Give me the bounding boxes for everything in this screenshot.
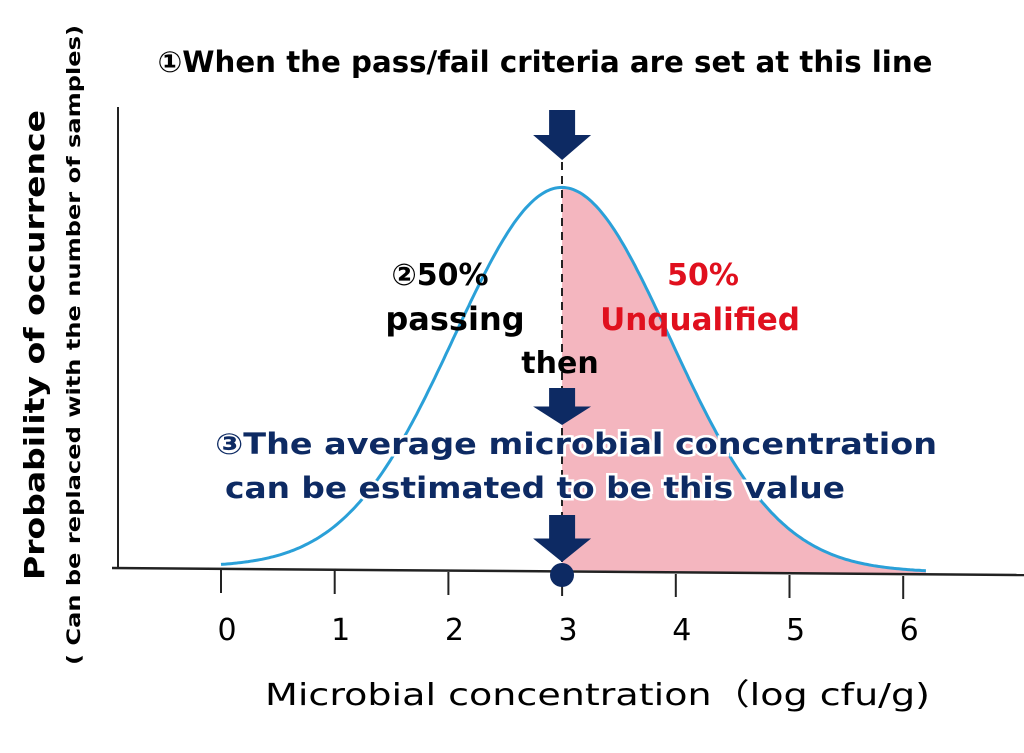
y-axis-label: Probability of occurrence xyxy=(18,110,51,580)
passing-percent: ②50% xyxy=(391,258,488,293)
x-tick-label: 1 xyxy=(331,613,350,648)
distribution-curve xyxy=(220,185,926,573)
top-arrow-icon xyxy=(533,110,592,160)
middle-arrow-icon xyxy=(533,388,592,425)
mean-marker-dot xyxy=(550,563,574,587)
x-tick-label: 2 xyxy=(445,613,464,648)
unqualified-area xyxy=(562,187,926,574)
estimate-line-1: ③The average microbial concentration xyxy=(215,427,937,461)
x-tick-label: 6 xyxy=(900,613,919,648)
x-tick-label: 4 xyxy=(672,613,691,648)
bottom-arrow-icon xyxy=(533,515,592,562)
estimate-line-2: can be estimated to be this value xyxy=(225,471,845,505)
x-axis-label: Microbial concentration（log cfu/g) xyxy=(265,678,930,713)
x-tick-label: 5 xyxy=(786,613,805,648)
passing-label: passing xyxy=(385,300,524,338)
y-axis-sublabel: ( Can be replaced with the number of sam… xyxy=(63,25,85,665)
x-tick-label: 0 xyxy=(217,613,236,648)
fail-label: Unqualified xyxy=(600,302,800,338)
fail-percent: 50% xyxy=(667,258,739,293)
x-tick-label: 3 xyxy=(559,613,578,648)
then-label: then xyxy=(521,346,598,381)
title: ①When the pass/fail criteria are set at … xyxy=(158,45,933,79)
